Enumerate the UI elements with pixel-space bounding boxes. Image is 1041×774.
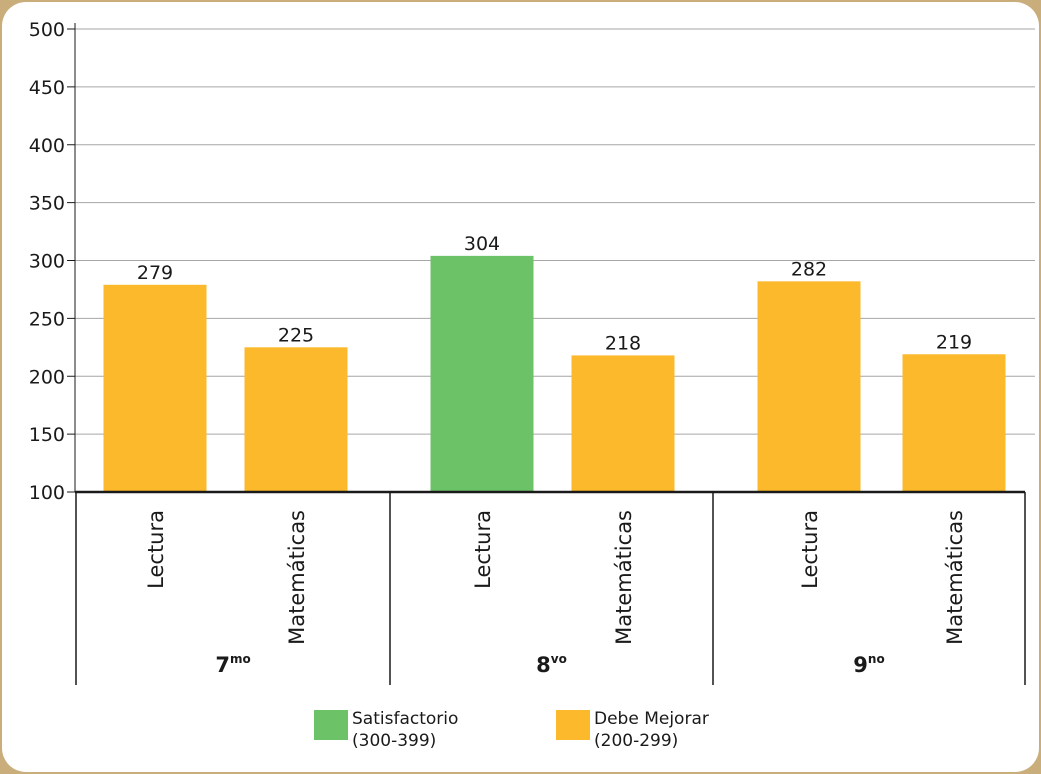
group-label-sup: no [868,652,885,666]
group-label-sup: mo [230,652,251,666]
y-tick-label: 350 [29,193,65,215]
legend-item-debe-mejorar: Debe Mejorar (200-299) [556,708,709,752]
bar-value-label: 218 [605,332,641,354]
bar-value-label: 219 [936,331,972,353]
legend-item-satisfactorio: Satisfactorio (300-399) [314,708,458,752]
legend-swatch-debe-mejorar [556,710,590,740]
bar [103,284,207,492]
bar [571,355,675,492]
bar-value-label: 225 [278,324,314,346]
bar [757,281,861,492]
y-tick-label: 150 [29,424,65,446]
legend-label-satisfactorio: Satisfactorio [352,709,459,729]
group-label-sup: vo [551,652,567,666]
category-label: Lectura [471,510,495,589]
legend-range-satisfactorio: (300-399) [352,731,437,751]
category-label: Lectura [144,510,168,589]
category-label: Lectura [798,510,822,589]
y-tick-label: 200 [29,366,65,388]
group-label: 9no [853,652,884,677]
y-tick-label: 300 [29,251,65,273]
category-label: Matemáticas [285,510,309,645]
legend-range-debe-mejorar: (200-299) [594,731,679,751]
y-tick-label: 400 [29,135,65,157]
category-label: Matemáticas [943,510,967,645]
group-label: 7mo [215,652,250,677]
y-tick-label: 100 [29,482,65,504]
bar [430,255,534,492]
group-label: 8vo [536,652,567,677]
bar-value-label: 282 [791,258,827,280]
y-tick-label: 450 [29,77,65,99]
legend-label-debe-mejorar: Debe Mejorar [594,709,709,729]
bar [902,354,1006,492]
bar-value-label: 304 [464,233,500,255]
category-label: Matemáticas [612,510,636,645]
legend-swatch-satisfactorio [314,710,348,740]
y-tick-label: 250 [29,308,65,330]
bar [244,347,348,492]
bar-value-label: 279 [137,262,173,284]
y-tick-label: 500 [29,19,65,41]
